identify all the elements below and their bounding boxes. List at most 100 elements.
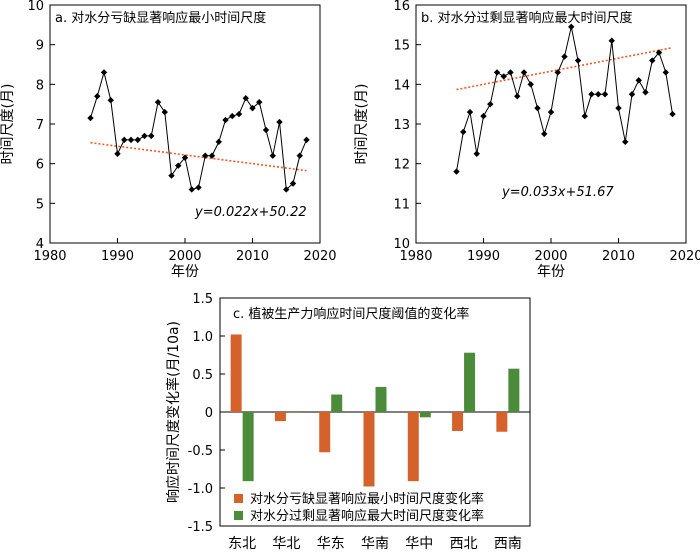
panel-c-bar-deficit <box>496 412 508 432</box>
panel-b-data-point <box>527 81 534 88</box>
panel-c-bar-deficit <box>452 412 464 431</box>
panel-a-data-point <box>208 152 216 159</box>
panel-a-y-tick-label: 10 <box>27 0 44 14</box>
panel-b-data-point <box>595 91 602 98</box>
panel-b-data-point <box>574 57 582 64</box>
panel-b-data-point <box>493 69 501 76</box>
panel-c-bar-surplus <box>508 368 520 412</box>
panel-a-data-point <box>195 184 202 191</box>
panel-b-data-point <box>568 23 575 31</box>
panel-a-data-point <box>175 162 182 169</box>
panel-b-data-point <box>453 168 460 175</box>
legend-swatch-surplus <box>234 511 243 520</box>
panel-a-y-tick-label: 8 <box>36 78 44 93</box>
panel-a-x-tick-label: 1990 <box>101 249 134 264</box>
panel-c-bar-deficit <box>407 412 419 482</box>
panel-a-data-point <box>235 110 243 118</box>
panel-a-data-point <box>262 126 270 134</box>
panel-b-data-point <box>662 69 669 76</box>
panel-a-data-point <box>276 118 283 126</box>
panel-c-y-tick-label: 0.5 <box>192 368 213 383</box>
panel-a-data-point <box>148 132 155 140</box>
panel-a-y-tick-label: 4 <box>36 237 44 252</box>
panel-c-y-tick-label: 0 <box>205 406 213 421</box>
panel-c-title: c. 植被生产力响应时间尺度阈值的变化率 <box>233 306 469 322</box>
panel-a-y-tick-label: 6 <box>36 158 44 173</box>
panel-b-data-point <box>622 138 629 146</box>
panel-b-plot-frame <box>415 4 687 244</box>
panel-a-x-tick-label: 2000 <box>168 249 201 264</box>
panel-a-data-point <box>161 108 168 116</box>
panel-b-x-axis-label: 年份 <box>537 264 565 280</box>
panel-b-data-point <box>649 57 656 64</box>
panel-b-y-tick-label: 10 <box>393 237 410 252</box>
panel-a-data-point <box>114 150 121 157</box>
panel-a-x-tick-label: 2010 <box>236 249 269 264</box>
panel-a-data-point <box>269 152 276 159</box>
panel-c-bar-surplus <box>242 412 254 482</box>
panel-c-category-label: 西南 <box>494 536 522 552</box>
panel-a-data-point <box>222 116 229 124</box>
panel-b-x-tick-label: 2020 <box>669 249 700 264</box>
panel-b-data-point <box>466 108 474 116</box>
panel-c-category-label: 华东 <box>317 536 345 552</box>
panel-b-data-point <box>480 112 487 120</box>
panel-b-y-tick-label: 14 <box>393 78 410 93</box>
panel-b-data-point <box>628 91 636 98</box>
panel-b-data-point <box>520 69 528 76</box>
panel-a-trend-line <box>90 141 307 172</box>
panel-b-y-tick-label: 16 <box>393 0 410 14</box>
panel-c-y-axis-label: 响应时间尺度变化率(月/10a) <box>165 321 182 503</box>
panel-c-y-tick-label: -0.5 <box>188 444 213 459</box>
panel-c-bar-deficit <box>230 334 242 412</box>
panel-b-data-point <box>534 104 541 112</box>
panel-a-data-point <box>141 132 148 140</box>
panel-a-data-point <box>94 93 101 100</box>
panel-a-series-line <box>90 70 307 191</box>
panel-b-data-point <box>547 108 555 116</box>
panel-a-data-point <box>127 136 135 144</box>
panel-a-x-axis-label: 年份 <box>171 264 199 280</box>
panel-a-data-point <box>154 98 162 106</box>
panel-a-trend-equation: y=0.022x+50.22 <box>194 205 307 220</box>
panel-a-data-point <box>283 186 290 193</box>
panel-c-y-tick-label: -1.0 <box>188 482 213 497</box>
panel-b-data-point <box>581 112 588 120</box>
panel-b-y-axis-label: 时间尺度(月) <box>354 84 370 165</box>
panel-c-y-tick-label: -1.5 <box>188 520 213 535</box>
panel-c-bar-deficit <box>274 412 286 422</box>
panel-a-data-point <box>188 186 195 193</box>
panel-b-series-line <box>456 26 673 172</box>
panel-c-bar-surplus <box>464 352 476 412</box>
panel-c-bar-surplus <box>375 386 387 412</box>
panel-a-data-point <box>121 136 128 144</box>
panel-a-data-point <box>249 104 256 112</box>
panel-a-data-point <box>100 69 108 76</box>
panel-b-data-point <box>500 73 507 80</box>
panel-b-data-point <box>473 150 480 157</box>
panel-a-data-point <box>215 138 222 146</box>
panel-c-bar-surplus <box>331 394 343 412</box>
panel-b-title: b. 对水分过剩显著响应最大时间尺度 <box>421 10 633 26</box>
panel-b-data-point <box>601 91 609 98</box>
panel-c-y-tick-label: 1.0 <box>192 330 213 345</box>
panel-a-data-point <box>107 97 114 104</box>
panel-a-y-axis-label: 时间尺度(月) <box>0 84 16 165</box>
panel-b-data-point <box>642 89 649 96</box>
panel-a-line-chart: a. 对水分亏缺显著响应最小时间尺度 时间尺度(月) 年份 y=0.022x+5… <box>0 0 337 280</box>
panel-b-y-tick-label: 15 <box>393 39 410 54</box>
panel-a-data-point <box>87 114 94 122</box>
panel-c-legend: 对水分亏缺显著响应最小时间尺度变化率 对水分过剩显著响应最大时间尺度变化率 <box>234 491 484 524</box>
panel-b-y-tick-label: 11 <box>393 197 410 212</box>
panel-b-data-point <box>615 104 622 112</box>
panel-c-category-label: 华北 <box>272 536 300 552</box>
panel-b-data-point <box>514 93 521 100</box>
panel-c-bar-surplus <box>419 412 431 418</box>
panel-a-data-point <box>289 180 297 187</box>
panel-c-bar-surplus <box>286 412 298 413</box>
panel-b-data-point <box>588 91 595 98</box>
panel-a-data-point <box>242 95 249 102</box>
panel-b-data-point <box>507 69 514 76</box>
panel-b-trend-line <box>456 46 673 91</box>
